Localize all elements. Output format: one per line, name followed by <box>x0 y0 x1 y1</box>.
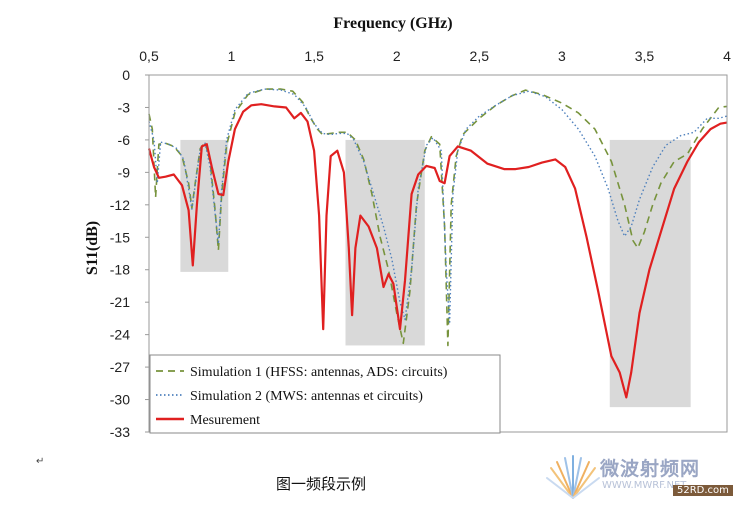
watermark-title: 微波射频网 <box>600 458 701 480</box>
radio-wave-logo-icon <box>546 455 600 499</box>
y-tick-label: -33 <box>110 424 130 440</box>
highlight-band-2 <box>345 139 425 346</box>
highlight-bands <box>180 139 691 408</box>
x-tick-label: 3 <box>558 48 566 64</box>
legend: Simulation 1 (HFSS: antennas, ADS: circu… <box>149 354 501 434</box>
y-tick-label: -12 <box>110 197 130 213</box>
y-tick-label: -9 <box>118 164 131 180</box>
y-tick-label: -27 <box>110 359 130 375</box>
x-tick-label: 2,5 <box>470 48 490 64</box>
x-tick-label: 1 <box>228 48 236 64</box>
s11-chart: 0,5 1 1,5 2 2,5 3 3,5 4 0 -3 -6 -9 -12 -15 -18 -21 -24 -… <box>84 15 731 440</box>
y-tick-label: -6 <box>118 132 131 148</box>
x-tick-label: 2 <box>393 48 401 64</box>
x-tick-label: 0,5 <box>139 48 159 64</box>
y-axis-ticks: 0 -3 -6 -9 -12 -15 -18 -21 -24 -27 -30 -33 <box>110 67 149 440</box>
x-axis-title: Frequency (GHz) <box>333 15 452 32</box>
watermark-logo: 微波射频网 WWW.MWRF.NET 52RD.com <box>545 452 735 504</box>
y-tick-label: -24 <box>110 327 130 343</box>
y-tick-label: -21 <box>110 294 130 310</box>
watermark-url: WWW.MWRF.NET <box>602 480 687 491</box>
paragraph-mark: ↵ <box>36 456 45 467</box>
legend-item-measurement-label: Mesurement <box>190 413 260 428</box>
series-lines <box>147 88 728 399</box>
x-tick-label: 4 <box>723 48 731 64</box>
y-tick-label: -15 <box>110 229 130 245</box>
y-tick-label: -18 <box>110 262 130 278</box>
x-axis-ticks: 0,5 1 1,5 2 2,5 3 3,5 4 <box>139 48 731 64</box>
x-tick-label: 3,5 <box>635 48 655 64</box>
y-tick-label: -3 <box>118 99 131 115</box>
series-line-simulation-1 <box>148 88 728 347</box>
legend-item-simulation-1-label: Simulation 1 (HFSS: antennas, ADS: circu… <box>190 365 448 380</box>
watermark-badge: 52RD.com <box>673 485 733 496</box>
legend-box <box>149 354 501 434</box>
series-line-measurement <box>147 103 728 399</box>
figure-caption: 图一频段示例 <box>276 475 367 493</box>
y-tick-label: -30 <box>110 392 130 408</box>
y-axis-title: S11(dB) <box>84 221 101 275</box>
y-tick-label: 0 <box>122 67 130 83</box>
x-tick-label: 1,5 <box>304 48 324 64</box>
legend-item-simulation-2-label: Simulation 2 (MWS: antennas et circuits) <box>190 389 423 404</box>
